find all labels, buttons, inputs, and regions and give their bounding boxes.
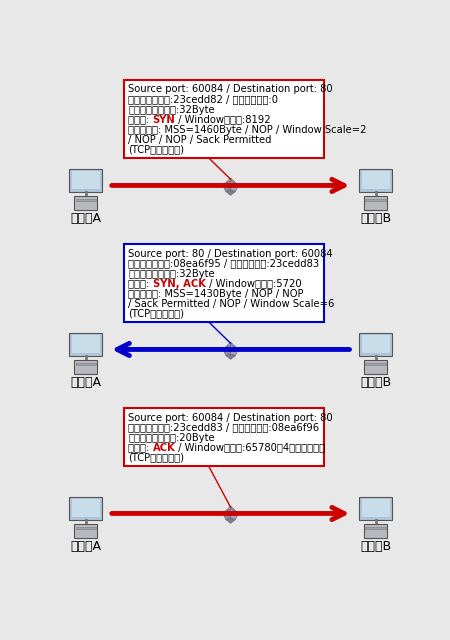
Text: データオフセット:20Byte: データオフセット:20Byte — [128, 433, 215, 442]
Text: Source port: 60084 / Destination port: 80: Source port: 60084 / Destination port: 8… — [128, 84, 333, 95]
Text: / Windowサイズ:65780（4倍スケール）: / Windowサイズ:65780（4倍スケール） — [176, 442, 325, 452]
FancyBboxPatch shape — [362, 171, 390, 189]
FancyBboxPatch shape — [359, 497, 392, 520]
Text: データオフセット:32Byte: データオフセット:32Byte — [128, 269, 215, 278]
FancyBboxPatch shape — [74, 524, 97, 538]
Text: シーケンス番号:08ea6f95 / 応答確認番号:23cedd83: シーケンス番号:08ea6f95 / 応答確認番号:23cedd83 — [128, 259, 320, 269]
Text: フラグ:: フラグ: — [128, 442, 153, 452]
Polygon shape — [230, 180, 238, 191]
Text: ホストA: ホストA — [70, 540, 101, 553]
Polygon shape — [223, 509, 230, 520]
FancyBboxPatch shape — [365, 198, 386, 201]
Text: フラグ:: フラグ: — [128, 115, 153, 125]
Text: フラグ:: フラグ: — [128, 278, 153, 289]
Text: ACK: ACK — [153, 442, 176, 452]
FancyBboxPatch shape — [76, 527, 96, 529]
FancyBboxPatch shape — [365, 527, 386, 529]
Text: オプション: MSS=1430Byte / NOP / NOP: オプション: MSS=1430Byte / NOP / NOP — [128, 289, 304, 298]
Text: ホストA: ホストA — [70, 212, 101, 225]
FancyBboxPatch shape — [362, 499, 390, 517]
Polygon shape — [223, 342, 238, 349]
FancyBboxPatch shape — [72, 499, 99, 517]
FancyBboxPatch shape — [359, 333, 392, 356]
FancyBboxPatch shape — [69, 333, 102, 356]
FancyBboxPatch shape — [364, 360, 387, 374]
FancyBboxPatch shape — [364, 524, 387, 538]
FancyBboxPatch shape — [72, 335, 99, 353]
FancyBboxPatch shape — [364, 196, 387, 210]
Text: オプション: MSS=1460Byte / NOP / Window Scale=2: オプション: MSS=1460Byte / NOP / Window Scale… — [128, 125, 367, 134]
Text: ホストB: ホストB — [360, 540, 391, 553]
Text: Source port: 80 / Destination port: 60084: Source port: 80 / Destination port: 6008… — [128, 248, 333, 259]
Text: ホストB: ホストB — [360, 376, 391, 388]
Text: SYN, ACK: SYN, ACK — [153, 278, 206, 289]
Text: Source port: 60084 / Destination port: 80: Source port: 60084 / Destination port: 8… — [128, 413, 333, 422]
FancyBboxPatch shape — [125, 408, 324, 466]
Polygon shape — [226, 190, 235, 195]
FancyBboxPatch shape — [365, 362, 386, 365]
FancyBboxPatch shape — [74, 360, 97, 374]
Polygon shape — [226, 355, 235, 359]
Text: (TCPデータ無し): (TCPデータ無し) — [128, 145, 184, 154]
Text: (TCPデータ無し): (TCPデータ無し) — [128, 452, 184, 463]
Polygon shape — [223, 344, 230, 356]
FancyBboxPatch shape — [359, 168, 392, 191]
Text: / Sack Permitted / NOP / Window Scale=6: / Sack Permitted / NOP / Window Scale=6 — [128, 298, 335, 308]
Polygon shape — [223, 180, 230, 191]
Text: SYN: SYN — [153, 115, 176, 125]
FancyBboxPatch shape — [125, 80, 324, 157]
Polygon shape — [230, 509, 238, 520]
Polygon shape — [223, 178, 238, 186]
Polygon shape — [230, 344, 238, 356]
Text: ホストA: ホストA — [70, 376, 101, 388]
Text: / Windowサイズ:8192: / Windowサイズ:8192 — [176, 115, 271, 125]
Text: / NOP / NOP / Sack Permitted: / NOP / NOP / Sack Permitted — [128, 134, 272, 145]
FancyBboxPatch shape — [69, 497, 102, 520]
FancyBboxPatch shape — [72, 171, 99, 189]
Text: シーケンス番号:23cedd82 / 応答確認番号:0: シーケンス番号:23cedd82 / 応答確認番号:0 — [128, 95, 278, 104]
Text: / Windowサイズ:5720: / Windowサイズ:5720 — [206, 278, 301, 289]
FancyBboxPatch shape — [74, 196, 97, 210]
FancyBboxPatch shape — [69, 168, 102, 191]
FancyBboxPatch shape — [76, 198, 96, 201]
FancyBboxPatch shape — [125, 244, 324, 322]
Text: データオフセット:32Byte: データオフセット:32Byte — [128, 104, 215, 115]
Text: (TCPデータ無し): (TCPデータ無し) — [128, 308, 184, 319]
Text: シーケンス番号:23cedd83 / 応答確認番号:08ea6f96: シーケンス番号:23cedd83 / 応答確認番号:08ea6f96 — [128, 422, 320, 433]
Text: ホストB: ホストB — [360, 212, 391, 225]
FancyBboxPatch shape — [76, 362, 96, 365]
Polygon shape — [226, 518, 235, 524]
FancyBboxPatch shape — [362, 335, 390, 353]
Polygon shape — [223, 506, 238, 513]
